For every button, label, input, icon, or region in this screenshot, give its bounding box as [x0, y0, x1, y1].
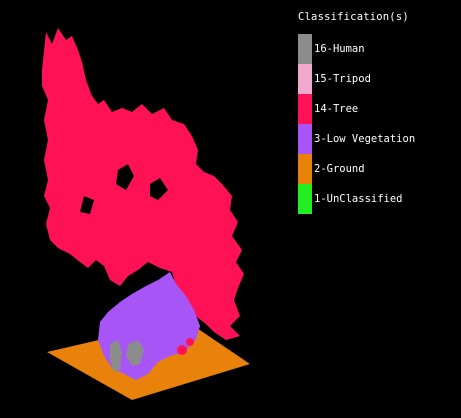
legend-label: 16-Human [314, 43, 365, 55]
legend-item[interactable]: 2-Ground [298, 154, 448, 184]
human-points [126, 340, 144, 366]
legend-label: 14-Tree [314, 103, 359, 115]
legend-label: 3-Low Vegetation [314, 133, 416, 145]
tree-fragment [186, 338, 194, 346]
legend-swatch [298, 94, 312, 124]
legend-item[interactable]: 14-Tree [298, 94, 448, 124]
legend-swatch [298, 184, 312, 214]
human-points [110, 340, 122, 372]
legend-swatch [298, 154, 312, 184]
canopy-gap [116, 164, 134, 190]
legend-swatch [298, 34, 312, 64]
legend-label: 15-Tripod [314, 73, 371, 85]
legend-item[interactable]: 15-Tripod [298, 64, 448, 94]
legend-list: 16-Human 15-Tripod 14-Tree 3-Low Vegetation… [298, 34, 448, 214]
classification-legend: Classification(s) 16-Human 15-Tripod 14-Tr… [298, 10, 448, 214]
legend-label: 1-UnClassified [314, 193, 403, 205]
canopy-gap [150, 178, 168, 200]
tree-points [42, 28, 244, 340]
legend-item[interactable]: 16-Human [298, 34, 448, 64]
canopy-gap [80, 196, 94, 214]
legend-label: 2-Ground [314, 163, 365, 175]
low-vegetation-points [98, 272, 200, 380]
legend-swatch [298, 64, 312, 94]
legend-item[interactable]: 3-Low Vegetation [298, 124, 448, 154]
legend-item[interactable]: 1-UnClassified [298, 184, 448, 214]
legend-title: Classification(s) [298, 11, 409, 23]
tree-fragment [177, 345, 187, 355]
vegetation-fragment [166, 346, 174, 354]
legend-swatch [298, 124, 312, 154]
